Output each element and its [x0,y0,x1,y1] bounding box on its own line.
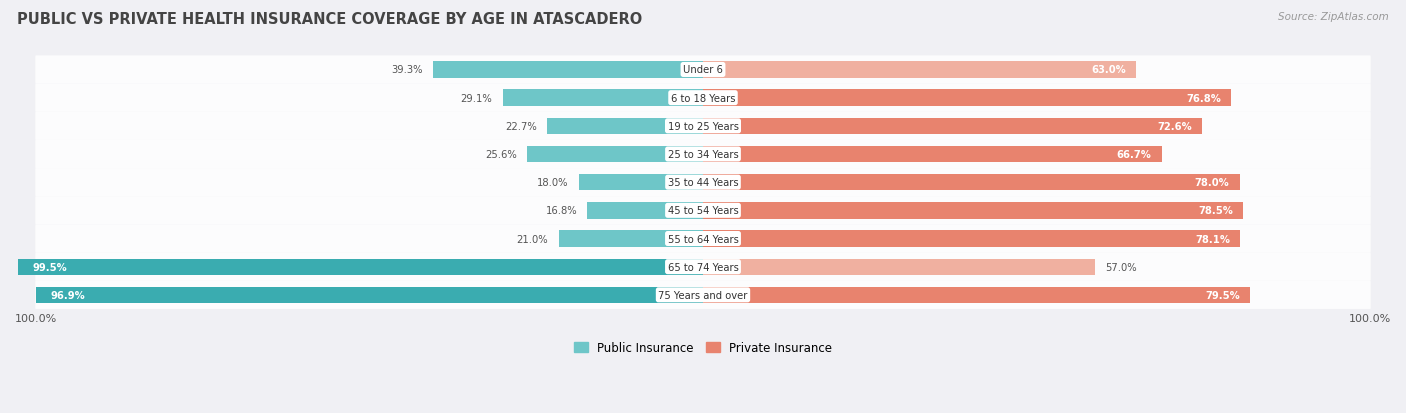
Text: 72.6%: 72.6% [1157,121,1192,131]
FancyBboxPatch shape [35,197,1371,225]
Bar [703,90,1232,107]
Bar [527,147,703,163]
Text: 78.0%: 78.0% [1195,178,1229,188]
Text: 25 to 34 Years: 25 to 34 Years [668,150,738,159]
Text: 76.8%: 76.8% [1187,93,1220,103]
Text: 16.8%: 16.8% [546,206,576,216]
Text: 6 to 18 Years: 6 to 18 Years [671,93,735,103]
FancyBboxPatch shape [35,169,1371,197]
FancyBboxPatch shape [35,84,1371,112]
Bar [558,231,703,247]
Text: Under 6: Under 6 [683,65,723,75]
Text: 65 to 74 Years: 65 to 74 Years [668,262,738,272]
FancyBboxPatch shape [35,140,1371,169]
Text: 18.0%: 18.0% [537,178,569,188]
Text: 55 to 64 Years: 55 to 64 Years [668,234,738,244]
Bar [547,119,703,135]
Text: 21.0%: 21.0% [516,234,548,244]
Bar [703,119,1202,135]
Text: 79.5%: 79.5% [1205,290,1240,300]
FancyBboxPatch shape [35,56,1371,84]
Text: 19 to 25 Years: 19 to 25 Years [668,121,738,131]
Text: 63.0%: 63.0% [1091,65,1126,75]
Text: 100.0%: 100.0% [15,313,58,323]
Text: 29.1%: 29.1% [461,93,492,103]
Bar [37,287,703,303]
Bar [703,287,1250,303]
FancyBboxPatch shape [35,112,1371,140]
Text: Source: ZipAtlas.com: Source: ZipAtlas.com [1278,12,1389,22]
Text: 100.0%: 100.0% [1348,313,1391,323]
Bar [18,259,703,275]
Text: 78.1%: 78.1% [1195,234,1230,244]
FancyBboxPatch shape [35,281,1371,309]
Bar [503,90,703,107]
Text: 35 to 44 Years: 35 to 44 Years [668,178,738,188]
Text: 75 Years and over: 75 Years and over [658,290,748,300]
Text: 45 to 54 Years: 45 to 54 Years [668,206,738,216]
Text: 57.0%: 57.0% [1105,262,1137,272]
Legend: Public Insurance, Private Insurance: Public Insurance, Private Insurance [569,337,837,359]
Text: 39.3%: 39.3% [391,65,422,75]
Text: 66.7%: 66.7% [1116,150,1152,159]
Bar [703,62,1136,78]
Text: 96.9%: 96.9% [51,290,84,300]
Bar [703,175,1240,191]
FancyBboxPatch shape [35,225,1371,253]
Bar [703,259,1095,275]
Text: 22.7%: 22.7% [505,121,537,131]
Bar [588,203,703,219]
Bar [703,203,1243,219]
Bar [433,62,703,78]
Bar [703,231,1240,247]
FancyBboxPatch shape [35,253,1371,281]
Bar [579,175,703,191]
Text: 78.5%: 78.5% [1198,206,1233,216]
Bar [703,147,1161,163]
Text: PUBLIC VS PRIVATE HEALTH INSURANCE COVERAGE BY AGE IN ATASCADERO: PUBLIC VS PRIVATE HEALTH INSURANCE COVER… [17,12,643,27]
Text: 25.6%: 25.6% [485,150,516,159]
Text: 99.5%: 99.5% [32,262,67,272]
